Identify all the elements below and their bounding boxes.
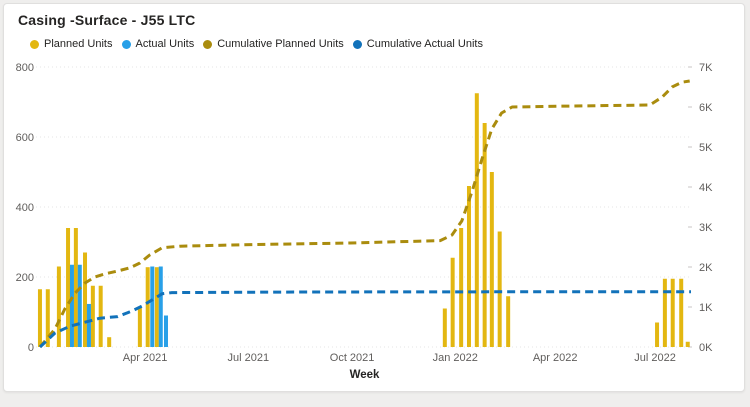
bar-planned-units[interactable] (489, 172, 494, 347)
left-axis-tick-label: 400 (16, 202, 34, 214)
legend-item-actual-units[interactable]: Actual Units (121, 38, 195, 50)
bar-planned-units[interactable] (450, 257, 455, 347)
x-axis-title: Week (350, 369, 380, 381)
bar-planned-units[interactable] (137, 307, 142, 347)
bar-planned-units[interactable] (679, 278, 684, 347)
bar-planned-units[interactable] (670, 278, 675, 347)
right-axis-tick-label: 4K (699, 182, 713, 194)
bar-planned-units[interactable] (98, 285, 103, 347)
bar-planned-units[interactable] (83, 252, 88, 348)
right-axis-tick-label: 5K (699, 142, 713, 154)
bar-planned-units[interactable] (73, 228, 78, 347)
right-axis-tick-label: 2K (699, 262, 713, 274)
x-axis-tick-label: Jul 2022 (634, 352, 676, 364)
bar-actual-units[interactable] (158, 266, 163, 348)
legend-swatch-icon (352, 39, 362, 49)
bar-planned-units[interactable] (90, 285, 95, 347)
legend-label: Actual Units (135, 38, 195, 50)
bar-actual-units[interactable] (69, 264, 74, 347)
legend-item-planned-units[interactable]: Planned Units (30, 38, 113, 50)
bar-planned-units[interactable] (145, 267, 150, 347)
bar-planned-units[interactable] (497, 231, 502, 348)
right-axis-tick-label: 6K (699, 102, 713, 114)
bar-planned-units[interactable] (154, 267, 159, 347)
legend: Planned Units Actual Units Cumulative Plan… (30, 38, 492, 50)
bar-planned-units[interactable] (685, 341, 690, 347)
right-axis-tick-label: 1K (699, 302, 713, 314)
bar-planned-units[interactable] (66, 228, 71, 347)
legend-label: Planned Units (44, 38, 113, 50)
left-axis-tick-label: 200 (16, 272, 34, 284)
bar-planned-units[interactable] (459, 228, 464, 347)
chart-card: Casing -Surface - J55 LTC Planned Units A… (3, 3, 745, 392)
bar-planned-units[interactable] (474, 93, 479, 347)
line-cumulative-actual-units[interactable] (38, 290, 691, 349)
x-axis-tick-label: Apr 2022 (533, 352, 578, 364)
bar-planned-units[interactable] (45, 289, 50, 347)
legend-swatch-icon (30, 39, 39, 49)
bar-actual-units[interactable] (150, 266, 155, 348)
right-axis-tick-label: 0K (699, 342, 713, 354)
bar-planned-units[interactable] (482, 123, 487, 347)
bar-planned-units[interactable] (655, 322, 660, 348)
bar-actual-units[interactable] (77, 264, 82, 347)
bar-planned-units[interactable] (466, 186, 471, 347)
right-axis-tick-label: 7K (699, 62, 713, 74)
right-axis-tick-label: 3K (699, 222, 713, 234)
bar-planned-units[interactable] (442, 308, 447, 348)
x-axis-tick-label: Oct 2021 (330, 352, 375, 364)
legend-swatch-icon (121, 39, 131, 49)
bar-actual-units[interactable] (86, 303, 91, 347)
legend-item-cumulative-planned-units[interactable]: Cumulative Planned Units (203, 38, 344, 50)
bar-planned-units[interactable] (662, 278, 667, 347)
legend-swatch-icon (203, 39, 213, 49)
x-axis-tick-label: Jul 2021 (227, 352, 269, 364)
bar-planned-units[interactable] (37, 289, 42, 347)
x-axis-tick-label: Apr 2021 (123, 352, 168, 364)
bar-planned-units[interactable] (506, 296, 511, 347)
left-axis-tick-label: 800 (16, 62, 34, 74)
legend-label: Cumulative Planned Units (217, 38, 344, 50)
x-axis-tick-label: Jan 2022 (433, 352, 478, 364)
legend-label: Cumulative Actual Units (366, 38, 483, 50)
bar-actual-units[interactable] (163, 315, 168, 348)
line-cumulative-planned-units[interactable] (38, 79, 690, 348)
bar-planned-units[interactable] (107, 337, 112, 347)
legend-item-cumulative-actual-units[interactable]: Cumulative Actual Units (352, 38, 483, 50)
left-axis-tick-label: 600 (16, 132, 34, 144)
left-axis-tick-label: 0 (28, 342, 34, 354)
bar-planned-units[interactable] (56, 266, 61, 348)
chart-title: Casing -Surface - J55 LTC (18, 12, 196, 28)
